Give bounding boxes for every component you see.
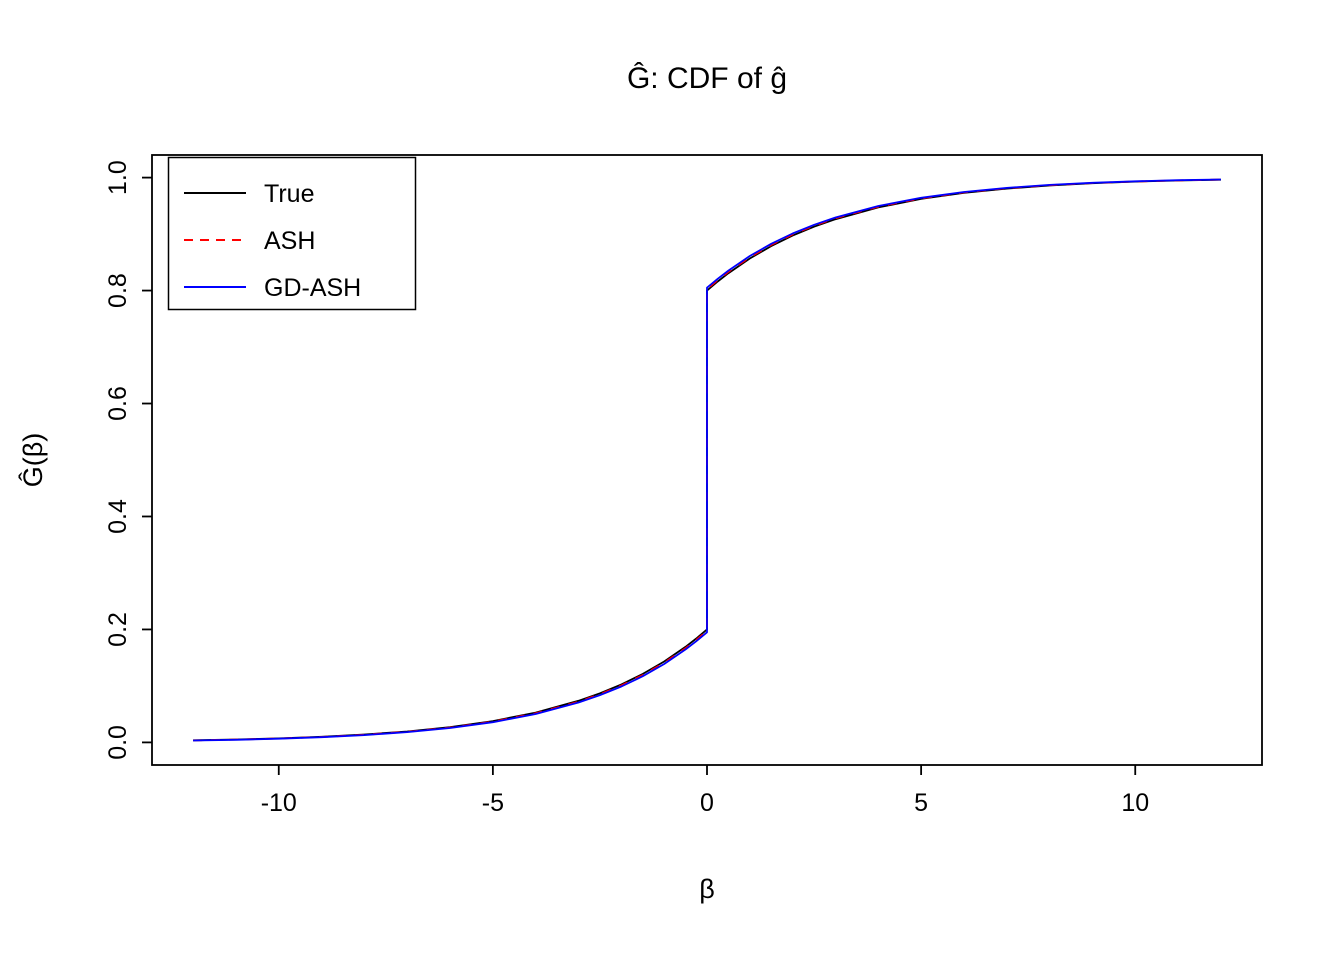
x-tick-label: 0 — [700, 789, 714, 817]
x-axis-label: β — [699, 874, 715, 904]
axes: -10 -5 0 5 10 0.0 0.2 0.4 0.6 0.8 1.0 — [104, 160, 1149, 817]
plot-border — [151, 154, 1263, 766]
y-tick-label: 0.8 — [104, 273, 132, 308]
series-line-gd-ash — [193, 178, 1221, 742]
legend-box — [167, 156, 417, 311]
x-tick-label: -10 — [261, 789, 297, 817]
x-tick-label: 10 — [1121, 789, 1149, 817]
chart-title: Ĝ: CDF of ĝ — [627, 61, 787, 95]
legend-label-true: True — [264, 180, 314, 208]
y-tick-label: 1.0 — [104, 160, 132, 195]
y-tick-label: 0.4 — [104, 499, 132, 534]
legend-label-gd-ash: GD-ASH — [264, 274, 361, 302]
y-tick-label: 0.6 — [104, 386, 132, 421]
y-tick-label: 0.2 — [104, 612, 132, 647]
legend-label-ash: ASH — [264, 227, 315, 255]
series-lines — [193, 178, 1221, 742]
legend: True ASH GD-ASH — [167, 156, 417, 311]
x-tick-label: 5 — [914, 789, 928, 817]
y-axis-label: Ĝ(β) — [17, 433, 48, 488]
x-tick-label: -5 — [482, 789, 504, 817]
y-tick-label: 0.0 — [104, 725, 132, 760]
